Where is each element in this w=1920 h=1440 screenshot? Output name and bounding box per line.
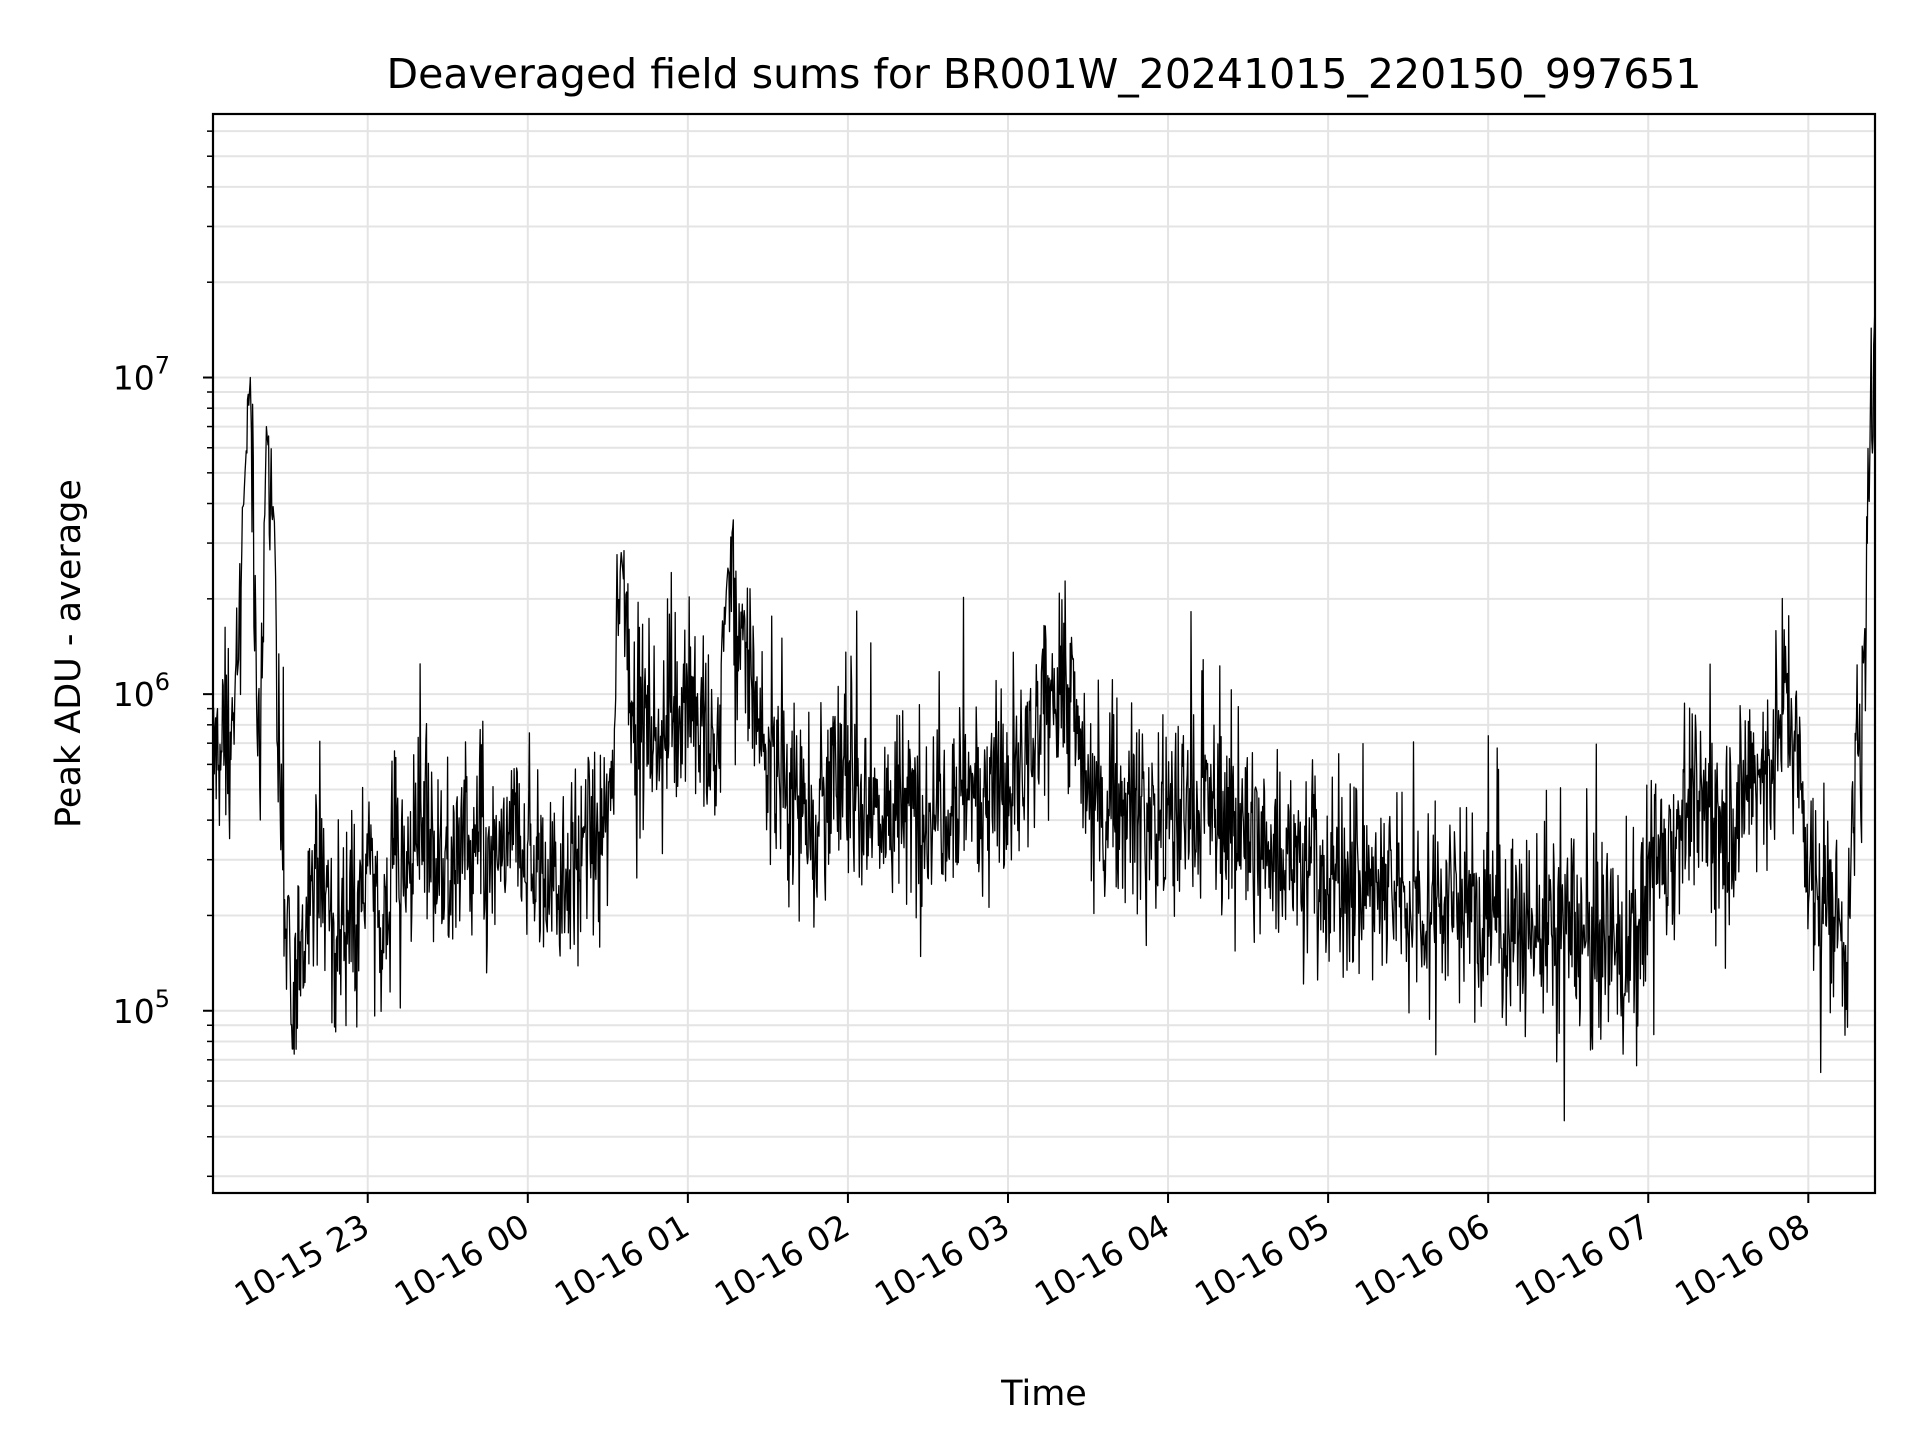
chart-title: Deaveraged field sums for BR001W_2024101…	[387, 50, 1702, 98]
series-line	[212, 304, 1876, 1122]
y-tick-label: 107	[113, 352, 170, 398]
y-axis-label: Peak ADU - average	[49, 479, 89, 828]
series-layer	[212, 304, 1876, 1122]
y-tick-label: 105	[113, 985, 170, 1031]
x-axis-label: Time	[1000, 1374, 1087, 1414]
grid	[213, 114, 1875, 1193]
y-tick-label: 106	[113, 668, 170, 714]
plot-frame	[211, 112, 1877, 1195]
